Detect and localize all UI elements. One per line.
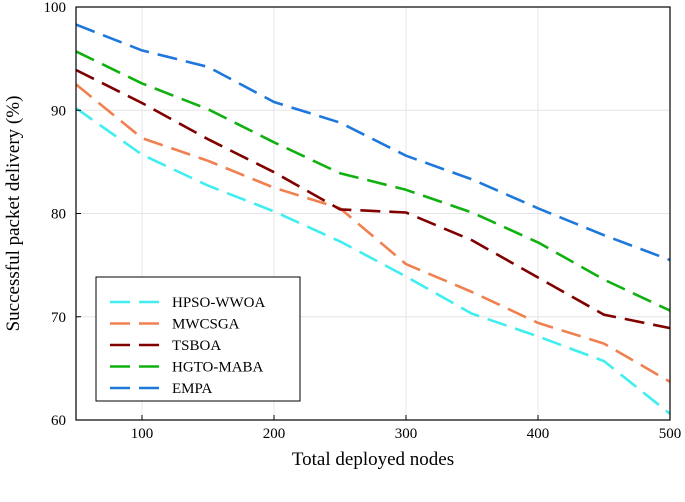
legend-label-mwcsga: MWCSGA [172, 317, 240, 333]
y-tick-label: 100 [44, 0, 67, 16]
legend-label-hpso-wwoa: HPSO-WWOA [172, 295, 265, 311]
series-lines [75, 23, 671, 415]
x-tick-label: 100 [131, 426, 154, 442]
y-tick-label: 80 [51, 207, 66, 223]
axis-ticks: 100 200 300 400 500 60 70 80 90 100 [44, 0, 682, 442]
legend-label-empa: EMPA [172, 381, 212, 397]
x-tick-label: 300 [395, 426, 418, 442]
series-line-empa [75, 23, 671, 262]
y-axis-title: Successful packet delivery (%) [3, 96, 24, 332]
x-tick-label: 200 [263, 426, 286, 442]
legend-label-hgto-maba: HGTO-MABA [172, 360, 264, 376]
series-line-mwcsga [75, 83, 671, 383]
y-tick-label: 70 [51, 310, 66, 326]
series-line-hpso-wwoa [75, 107, 671, 415]
x-tick-label: 500 [659, 426, 682, 442]
x-axis-title: Total deployed nodes [292, 449, 454, 470]
x-tick-label: 400 [527, 426, 550, 442]
series-line-hgto-maba [75, 50, 671, 312]
legend-box [95, 276, 301, 402]
legend: HPSO-WWOA MWCSGA TSBOA HGTO-MABA EMPA [95, 276, 301, 402]
y-tick-label: 60 [51, 413, 66, 429]
legend-label-tsboa: TSBOA [172, 338, 221, 354]
y-tick-label: 90 [51, 103, 66, 119]
series-line-tsboa [75, 68, 671, 330]
